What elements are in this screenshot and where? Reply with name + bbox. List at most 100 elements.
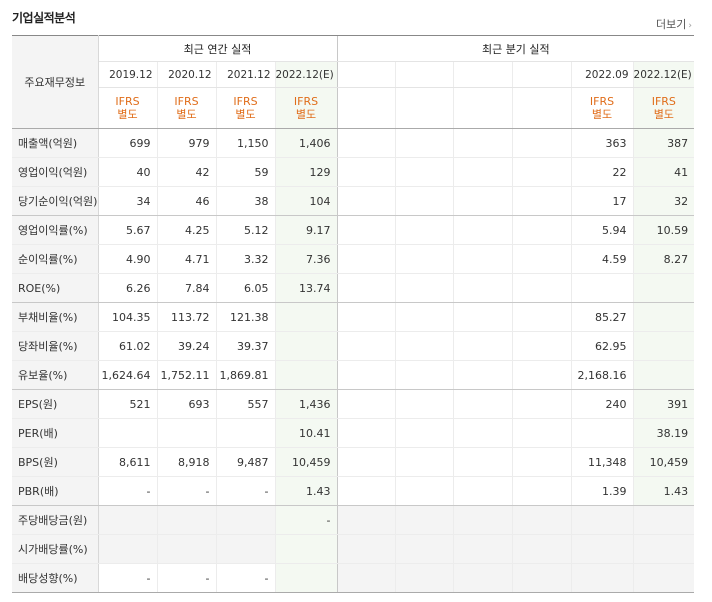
financial-table: 주요재무정보 최근 연간 실적 최근 분기 실적 2019.12 2020.12 2… <box>12 35 695 593</box>
table-cell <box>632 534 695 564</box>
table-cell: 8,611 <box>97 447 157 477</box>
table-cell <box>394 360 454 390</box>
table-cell <box>570 563 634 593</box>
table-cell <box>394 128 454 158</box>
table-cell <box>97 418 157 448</box>
table-cell <box>452 302 513 332</box>
table-cell <box>336 128 396 158</box>
row-label: 배당성향(%) <box>12 563 99 593</box>
table-cell: 5.12 <box>215 215 275 245</box>
section-title: 기업실적분석 <box>12 11 76 25</box>
row-label: 유보율(%) <box>12 360 99 390</box>
table-cell: 557 <box>215 389 275 419</box>
table-cell <box>156 418 216 448</box>
table-cell: 4.25 <box>156 215 216 245</box>
table-cell <box>511 157 572 187</box>
table-row: 영업이익률(%) 5.67 4.25 5.12 9.17 5.94 10.59 <box>12 215 695 245</box>
table-cell <box>452 534 513 564</box>
more-label: 더보기 <box>656 18 687 31</box>
period-header: 2021.12 <box>215 61 275 88</box>
standard-label: IFRS <box>174 95 199 108</box>
table-cell: 979 <box>156 128 216 158</box>
table-cell: - <box>97 563 157 593</box>
table-cell <box>336 418 396 448</box>
row-label: 영업이익률(%) <box>12 215 99 245</box>
table-cell: 391 <box>632 389 695 419</box>
table-cell <box>511 128 572 158</box>
table-cell: 521 <box>97 389 157 419</box>
table-cell <box>394 563 454 593</box>
table-cell <box>336 447 396 477</box>
table-cell: 1.39 <box>570 476 634 506</box>
table-cell: 10,459 <box>274 447 338 477</box>
table-cell <box>632 360 695 390</box>
table-cell <box>215 418 275 448</box>
table-cell: 85.27 <box>570 302 634 332</box>
table-cell <box>336 302 396 332</box>
table-cell <box>452 273 513 303</box>
row-label: 시가배당률(%) <box>12 534 99 564</box>
table-cell: 7.84 <box>156 273 216 303</box>
table-cell <box>452 505 513 535</box>
table-cell <box>511 389 572 419</box>
table-cell <box>570 418 634 448</box>
table-cell <box>336 244 396 274</box>
table-body: 매출액(억원) 699 979 1,150 1,406 363 387 영업이익(억원) 40 4… <box>12 128 695 593</box>
table-cell: 62.95 <box>570 331 634 361</box>
row-label: PBR(배) <box>12 476 99 506</box>
table-row: PER(배) 10.41 38.19 <box>12 418 695 448</box>
table-row: 영업이익(억원) 40 42 59 129 22 41 <box>12 157 695 187</box>
table-cell <box>394 447 454 477</box>
table-cell <box>336 563 396 593</box>
table-cell <box>511 215 572 245</box>
table-cell <box>632 505 695 535</box>
table-cell <box>452 563 513 593</box>
table-cell: 121.38 <box>215 302 275 332</box>
accounting-standard <box>394 87 454 129</box>
table-cell: - <box>274 505 338 535</box>
accounting-standard <box>511 87 572 129</box>
table-cell <box>394 534 454 564</box>
table-row: 당좌비율(%) 61.02 39.24 39.37 62.95 <box>12 331 695 361</box>
table-row: ROE(%) 6.26 7.84 6.05 13.74 <box>12 273 695 303</box>
table-row: 주당배당금(원) - <box>12 505 695 535</box>
table-row: EPS(원) 521 693 557 1,436 240 391 <box>12 389 695 419</box>
table-cell <box>511 360 572 390</box>
table-cell <box>336 215 396 245</box>
table-cell: 3.32 <box>215 244 275 274</box>
table-cell: 1,869.81 <box>215 360 275 390</box>
table-row: 배당성향(%) - - - <box>12 563 695 593</box>
table-row: 순이익률(%) 4.90 4.71 3.32 7.36 4.59 8.27 <box>12 244 695 274</box>
table-cell: 4.71 <box>156 244 216 274</box>
table-cell <box>394 331 454 361</box>
row-label: EPS(원) <box>12 389 99 419</box>
table-row: PBR(배) - - -1.43 1.39 1.43 <box>12 476 695 506</box>
table-cell <box>452 360 513 390</box>
table-cell: - <box>97 476 157 506</box>
more-link[interactable]: 더보기 › <box>656 16 692 32</box>
table-cell: 129 <box>274 157 338 187</box>
row-label: 당기순이익(억원) <box>12 186 99 216</box>
row-label: 당좌비율(%) <box>12 331 99 361</box>
standard-sublabel: 별도 <box>295 108 317 121</box>
table-cell: 32 <box>632 186 695 216</box>
accounting-standard <box>336 87 396 129</box>
table-cell: 5.67 <box>97 215 157 245</box>
table-cell: - <box>156 563 216 593</box>
table-cell <box>511 331 572 361</box>
table-cell: 1,406 <box>274 128 338 158</box>
table-cell <box>215 534 275 564</box>
table-cell <box>632 331 695 361</box>
table-cell <box>215 505 275 535</box>
table-cell <box>511 534 572 564</box>
table-row: 매출액(억원) 699 979 1,150 1,406 363 387 <box>12 128 695 158</box>
table-cell <box>156 534 216 564</box>
table-cell <box>336 331 396 361</box>
table-cell <box>452 389 513 419</box>
standard-row: IFRS 별도 IFRS 별도 IFRS 별도 IFRS 별도 IFRS 별도 IFRS 별도 <box>12 87 695 129</box>
table-cell: 4.90 <box>97 244 157 274</box>
table-cell: 22 <box>570 157 634 187</box>
table-cell: 46 <box>156 186 216 216</box>
table-cell <box>336 360 396 390</box>
table-cell <box>394 476 454 506</box>
